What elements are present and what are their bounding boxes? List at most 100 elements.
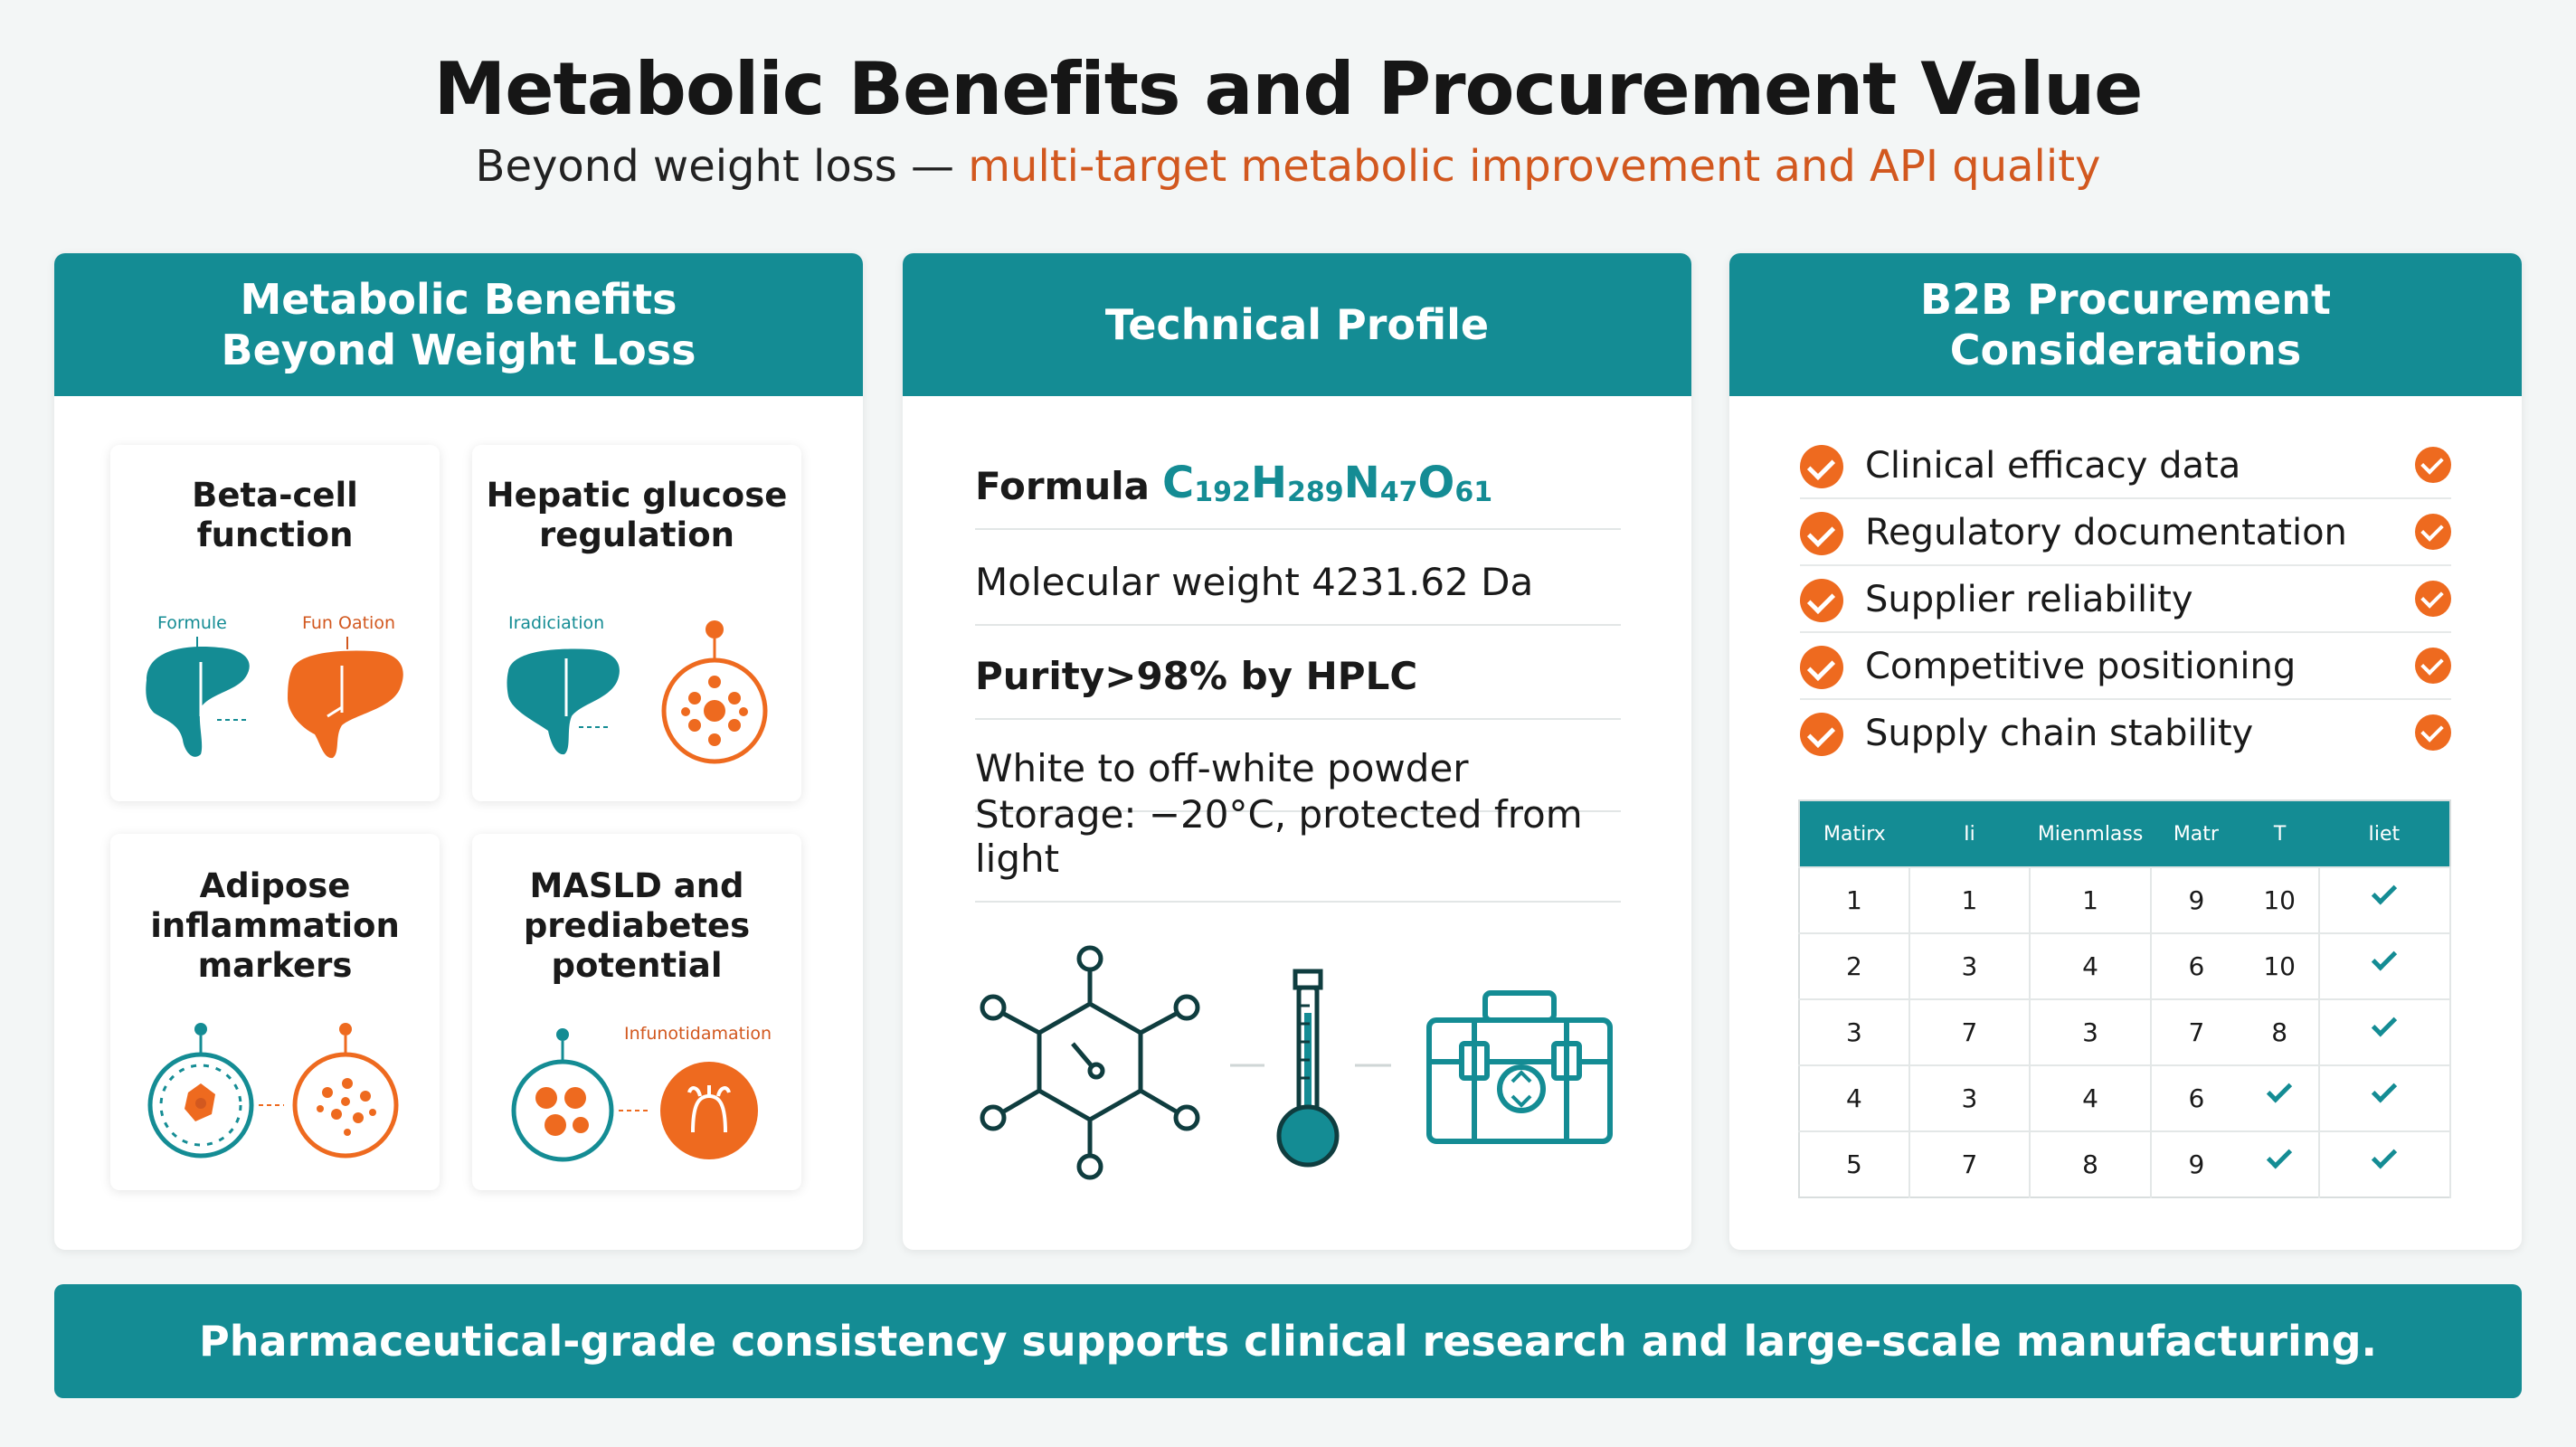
table-header: Matr bbox=[2151, 800, 2241, 867]
technical-profile-heading: Technical Profile bbox=[903, 253, 1691, 396]
masld-cells-icon bbox=[511, 1028, 758, 1162]
check-icon bbox=[2372, 945, 2398, 971]
check-circle-icon bbox=[1800, 512, 1843, 555]
checklist-label: Regulatory documentation bbox=[1865, 512, 2347, 553]
table-cell: 2 bbox=[1799, 932, 1910, 999]
purity-row: Purity >98% by HPLC bbox=[975, 626, 1621, 720]
card-mini-label: Fun Oation bbox=[302, 613, 396, 633]
check-icon bbox=[2372, 1077, 2398, 1103]
page-title: Metabolic Benefits and Procurement Value bbox=[433, 47, 2144, 131]
checklist-item: Supply chain stability bbox=[1800, 700, 2451, 767]
table-cell: 1 bbox=[2030, 866, 2153, 933]
table-cell: 5 bbox=[1799, 1130, 1910, 1197]
check-icon bbox=[2266, 1077, 2293, 1103]
procurement-heading: B2B Procurement Considerations bbox=[1729, 253, 2522, 396]
check-icon bbox=[2372, 879, 2398, 905]
table-cell: 3 bbox=[1799, 998, 1910, 1065]
table-cell: 1 bbox=[1799, 866, 1910, 933]
card-title: Adipose inflammation markers bbox=[150, 866, 400, 985]
check-icon bbox=[2372, 1143, 2398, 1169]
table-cell: 10 bbox=[2240, 932, 2320, 999]
table-cell: 4 bbox=[1799, 1064, 1910, 1131]
checklist-item: Supplier reliability bbox=[1800, 566, 2451, 633]
table-header: Ii bbox=[1908, 800, 2031, 867]
purity-value: >98% by HPLC bbox=[1104, 654, 1418, 698]
table-cell bbox=[2318, 866, 2451, 933]
liver-cell-icon bbox=[507, 620, 768, 764]
check-circle-icon bbox=[2415, 648, 2451, 684]
card-hepatic-glucose: Hepatic glucose regulation Iradiciation bbox=[472, 445, 801, 801]
card-masld-prediabetes: MASLD and prediabetes potential Infunotida… bbox=[472, 834, 801, 1190]
table-header: Matirx bbox=[1799, 800, 1909, 867]
checklist-label: Supply chain stability bbox=[1865, 713, 2254, 754]
check-circle-icon bbox=[1800, 445, 1843, 488]
card-title: MASLD and prediabetes potential bbox=[523, 866, 751, 985]
purity-label: Purity bbox=[975, 654, 1105, 698]
table-cell: 9 bbox=[2151, 1130, 2241, 1197]
molecule-icon bbox=[980, 945, 1200, 1180]
table-cell: 10 bbox=[2240, 866, 2320, 933]
table-cell: 7 bbox=[1908, 1130, 2031, 1197]
table-header-row: Matirx Ii Mienmlass Matr T Iiet bbox=[1799, 800, 2450, 867]
thermometer-icon bbox=[1276, 969, 1340, 1168]
metabolic-heading-line2: Beyond Weight Loss bbox=[221, 326, 696, 374]
checklist-label: Competitive positioning bbox=[1865, 646, 2297, 687]
page-subtitle: Beyond weight loss — multi-target metabo… bbox=[0, 141, 2576, 192]
card-mini-label: Formule bbox=[157, 613, 227, 633]
check-circle-icon bbox=[1800, 579, 1843, 622]
table-cell: 6 bbox=[2151, 932, 2241, 999]
check-icon bbox=[2372, 1011, 2398, 1037]
subtitle-prefix: Beyond weight loss — bbox=[475, 141, 969, 192]
table-row: 2 3 4 6 10 bbox=[1799, 932, 2451, 999]
checklist-item: Clinical efficacy data bbox=[1800, 432, 2451, 499]
table-cell bbox=[2318, 998, 2451, 1065]
table-cell: 3 bbox=[1908, 1064, 2031, 1131]
checklist-label: Clinical efficacy data bbox=[1865, 445, 2241, 487]
table-cell: 8 bbox=[2030, 1130, 2153, 1197]
technical-profile-panel: Technical Profile Formula C192H289N47O61… bbox=[903, 253, 1691, 1250]
check-icon bbox=[2266, 1143, 2293, 1169]
formula-value: C192H289N47O61 bbox=[1161, 458, 1493, 508]
card-mini-label: Iradiciation bbox=[508, 613, 605, 633]
metabolic-benefits-heading: Metabolic Benefits Beyond Weight Loss bbox=[54, 253, 863, 396]
procurement-heading-line1: B2B Procurement bbox=[1920, 275, 2331, 324]
table-row: 1 1 1 9 10 bbox=[1799, 866, 2451, 933]
appearance-row: White to off-white powder bbox=[975, 720, 1621, 812]
table-cell: 1 bbox=[1908, 866, 2031, 933]
table-cell: 4 bbox=[2030, 932, 2153, 999]
check-circle-icon bbox=[2415, 447, 2451, 483]
table-cell: 3 bbox=[1908, 932, 2031, 999]
adipose-cell-icon bbox=[147, 1023, 399, 1159]
table-cell: 9 bbox=[2151, 866, 2241, 933]
table-cell bbox=[2240, 1130, 2320, 1197]
checklist-item: Competitive positioning bbox=[1800, 633, 2451, 700]
card-mini-label: Infunotidamation bbox=[624, 1024, 772, 1044]
checklist-item: Regulatory documentation bbox=[1800, 499, 2451, 566]
card-beta-cell: Beta-cell function Formule Fun Oation bbox=[110, 445, 440, 801]
table-cell: 6 bbox=[2151, 1064, 2241, 1131]
table-header: T bbox=[2240, 800, 2319, 867]
table-header: Mienmlass bbox=[2030, 800, 2152, 867]
card-title: Hepatic glucose regulation bbox=[486, 476, 788, 554]
table-cell bbox=[2318, 1064, 2451, 1131]
technical-icons bbox=[980, 945, 1613, 1180]
procurement-panel: B2B Procurement Considerations Clinical e… bbox=[1729, 253, 2522, 1250]
formula-row: Formula C192H289N47O61 bbox=[975, 443, 1621, 530]
check-circle-icon bbox=[2415, 514, 2451, 550]
pancreas-liver-icon bbox=[146, 637, 403, 759]
check-circle-icon bbox=[2415, 714, 2451, 751]
storage-case-icon bbox=[1426, 990, 1613, 1144]
table-cell: 8 bbox=[2240, 998, 2320, 1065]
formula-label: Formula bbox=[975, 464, 1150, 508]
table-cell bbox=[2240, 1064, 2320, 1131]
molecular-weight-row: Molecular weight 4231.62 Da bbox=[975, 530, 1621, 626]
footer-banner: Pharmaceutical-grade consistency support… bbox=[54, 1284, 2522, 1398]
table-cell bbox=[2318, 932, 2451, 999]
table-cell: 4 bbox=[2030, 1064, 2153, 1131]
check-circle-icon bbox=[2415, 581, 2451, 617]
procurement-heading-line2: Considerations bbox=[1949, 326, 2302, 374]
table-cell: 7 bbox=[1908, 998, 2031, 1065]
